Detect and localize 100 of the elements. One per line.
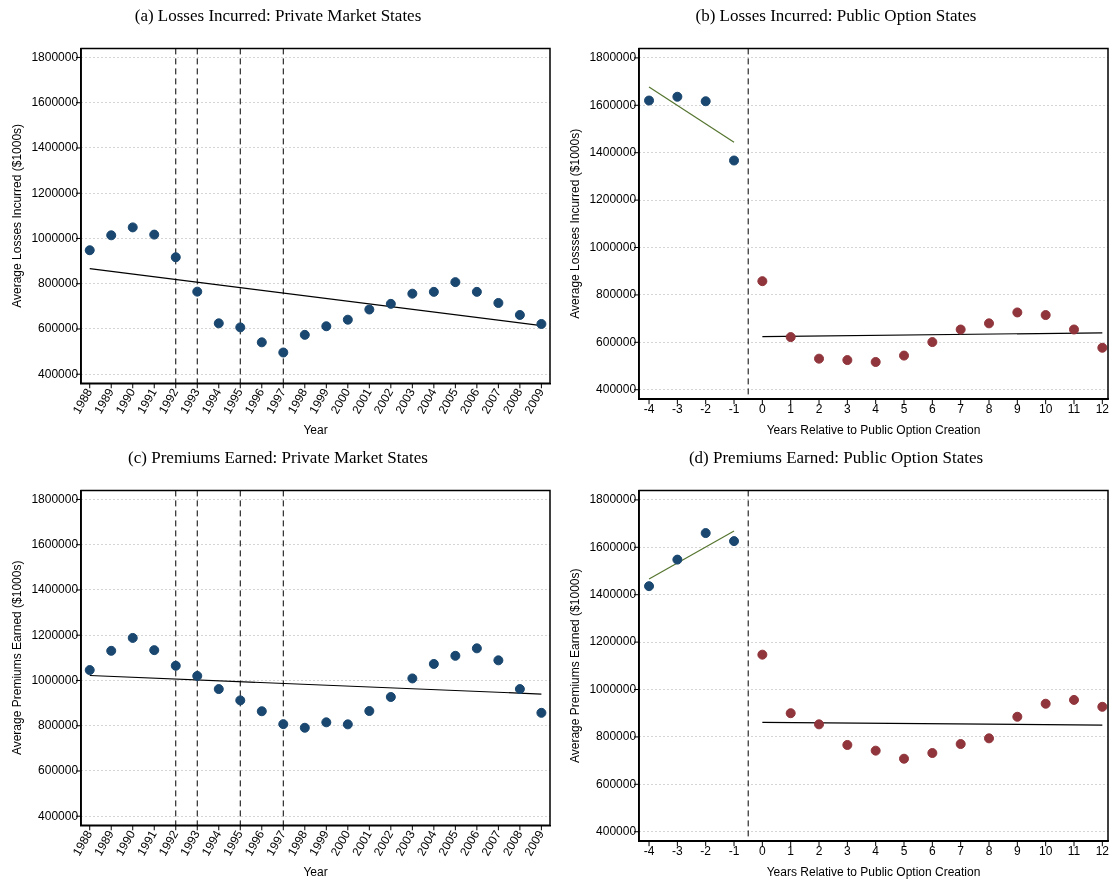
point xyxy=(955,324,966,335)
y-tick-label: 1600000 xyxy=(589,539,637,554)
y-axis-title: Average Losses Incurred ($1000s) xyxy=(9,123,24,308)
x-tick-label: 2 xyxy=(815,843,823,858)
y-tick-label: 400000 xyxy=(596,382,637,397)
point xyxy=(428,658,439,669)
y-axis-title: Average Premiums Earned ($1000s) xyxy=(567,568,582,764)
y-tick-label: 400000 xyxy=(38,808,79,823)
x-tick-label: 8 xyxy=(985,401,993,416)
point xyxy=(757,276,768,287)
point xyxy=(127,222,138,233)
point xyxy=(235,695,246,706)
y-tick-label: 1400000 xyxy=(31,140,79,155)
point xyxy=(785,708,796,719)
x-tick-label: -4 xyxy=(643,843,655,858)
point xyxy=(984,318,995,329)
x-tick-label: 1 xyxy=(787,401,795,416)
x-tick-label: 10 xyxy=(1038,843,1053,858)
point xyxy=(514,309,525,320)
x-axis-title: Year xyxy=(303,865,328,880)
point xyxy=(127,632,138,643)
y-tick-label: 1400000 xyxy=(589,145,637,159)
point xyxy=(235,322,246,333)
point xyxy=(428,286,439,297)
x-tick-label: -4 xyxy=(643,401,655,416)
y-tick-label: 600000 xyxy=(596,334,637,349)
point xyxy=(1040,698,1051,709)
x-tick-label: 12 xyxy=(1095,843,1110,858)
y-tick-label: 600000 xyxy=(38,321,79,336)
point xyxy=(729,536,740,547)
point xyxy=(321,717,332,728)
point xyxy=(514,684,525,695)
point xyxy=(870,745,881,756)
y-tick-label: 1400000 xyxy=(31,582,79,597)
x-tick-label: 11 xyxy=(1067,401,1081,416)
y-tick-label: 1200000 xyxy=(589,192,637,207)
point xyxy=(192,670,203,681)
point xyxy=(299,329,310,340)
x-tick-label: -1 xyxy=(728,401,740,416)
point xyxy=(536,707,547,718)
point xyxy=(299,722,310,733)
x-tick-label: 3 xyxy=(844,401,852,416)
y-tick-label: 800000 xyxy=(38,718,79,733)
x-tick-label: 5 xyxy=(900,401,908,416)
y-tick-label: 400000 xyxy=(38,366,79,381)
point xyxy=(700,96,711,107)
point xyxy=(1040,310,1051,321)
point xyxy=(672,91,683,102)
x-tick-label: 2 xyxy=(815,401,823,416)
x-tick-label: -3 xyxy=(672,843,684,858)
point xyxy=(278,347,289,358)
x-tick-label: 9 xyxy=(1014,401,1021,416)
y-tick-label: 1000000 xyxy=(589,239,637,254)
y-tick-label: 1200000 xyxy=(31,185,79,200)
y-tick-label: 800000 xyxy=(596,287,637,302)
y-tick-label: 1600000 xyxy=(31,537,79,552)
x-tick-label: 10 xyxy=(1038,401,1053,416)
point xyxy=(493,655,504,666)
x-tick-label: 11 xyxy=(1067,843,1081,858)
x-tick-label: 12 xyxy=(1095,401,1110,416)
point xyxy=(342,314,353,325)
point xyxy=(757,649,768,660)
point xyxy=(785,332,796,343)
x-tick-label: 3 xyxy=(844,843,852,858)
point xyxy=(407,288,418,299)
y-tick-label: 1800000 xyxy=(31,49,79,64)
point xyxy=(342,719,353,730)
point xyxy=(385,298,396,309)
point xyxy=(364,706,375,717)
point xyxy=(84,665,95,676)
point xyxy=(899,350,910,361)
point xyxy=(471,286,482,297)
x-axis-title: Year xyxy=(303,423,328,438)
point xyxy=(927,748,938,759)
point xyxy=(170,252,181,263)
x-tick-label: -2 xyxy=(700,843,712,858)
point xyxy=(213,684,224,695)
point xyxy=(870,356,881,367)
y-tick-label: 800000 xyxy=(596,729,637,744)
point xyxy=(364,304,375,315)
x-tick-label: 7 xyxy=(957,401,965,416)
x-tick-label: 6 xyxy=(929,401,936,416)
point xyxy=(450,650,461,661)
point xyxy=(256,337,267,348)
x-tick-label: 4 xyxy=(872,843,880,858)
point xyxy=(644,581,655,592)
point xyxy=(149,229,160,240)
point xyxy=(814,353,825,364)
point xyxy=(192,286,203,297)
y-tick-label: 1200000 xyxy=(589,634,637,649)
point xyxy=(842,355,853,366)
y-tick-label: 1000000 xyxy=(31,230,79,245)
y-tick-label: 1200000 xyxy=(31,627,79,642)
y-axis-title: Average Premiums Earned ($1000s) xyxy=(9,560,24,756)
point xyxy=(899,753,910,764)
point xyxy=(213,318,224,329)
x-tick-label: -3 xyxy=(672,401,684,416)
point xyxy=(536,319,547,329)
point xyxy=(1069,694,1079,705)
x-tick-label: 6 xyxy=(929,843,936,858)
